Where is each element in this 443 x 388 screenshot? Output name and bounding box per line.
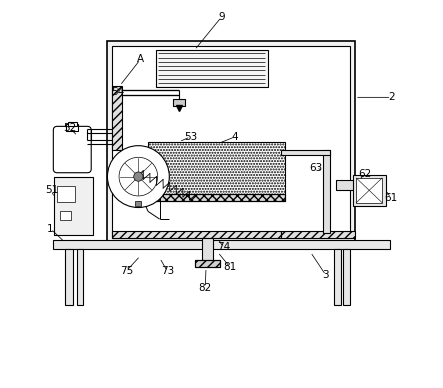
Bar xyxy=(66,125,78,132)
Text: 1: 1 xyxy=(47,224,54,234)
Bar xyxy=(356,178,382,203)
Text: A: A xyxy=(137,54,144,64)
Text: 52: 52 xyxy=(63,123,77,133)
Bar xyxy=(173,99,185,106)
Bar xyxy=(148,194,285,201)
Text: 3: 3 xyxy=(323,270,329,280)
Bar xyxy=(54,177,93,235)
Text: 82: 82 xyxy=(198,282,212,293)
Bar xyxy=(336,180,359,190)
Text: 81: 81 xyxy=(223,262,236,272)
FancyBboxPatch shape xyxy=(53,126,91,173)
Bar xyxy=(202,239,214,262)
Text: 4: 4 xyxy=(232,132,238,142)
Circle shape xyxy=(108,146,169,208)
Bar xyxy=(108,41,355,242)
Bar xyxy=(53,241,390,249)
Bar xyxy=(195,260,220,267)
Bar xyxy=(68,122,77,126)
Bar xyxy=(77,249,83,305)
Bar xyxy=(113,86,122,149)
Bar xyxy=(334,249,342,305)
Text: 54: 54 xyxy=(111,87,124,97)
Text: 73: 73 xyxy=(161,266,174,276)
Bar xyxy=(323,149,330,233)
Circle shape xyxy=(119,157,158,196)
Bar xyxy=(343,249,350,305)
Text: 74: 74 xyxy=(217,242,230,252)
Text: 2: 2 xyxy=(389,92,395,102)
Bar xyxy=(113,46,350,238)
Bar xyxy=(148,194,285,201)
Circle shape xyxy=(134,172,143,181)
Text: 62: 62 xyxy=(358,169,371,179)
Bar xyxy=(113,231,281,239)
Text: 61: 61 xyxy=(384,193,397,203)
Bar xyxy=(135,201,141,206)
Bar xyxy=(60,211,71,220)
Bar xyxy=(65,249,73,305)
Bar xyxy=(156,50,268,87)
Text: 53: 53 xyxy=(184,132,197,142)
Text: 75: 75 xyxy=(120,265,133,275)
Bar xyxy=(353,175,386,206)
Bar xyxy=(57,186,74,202)
Text: 51: 51 xyxy=(45,185,58,195)
Bar xyxy=(195,260,220,267)
Bar xyxy=(281,231,355,239)
Text: 63: 63 xyxy=(310,163,323,173)
Bar xyxy=(281,149,330,155)
Text: 9: 9 xyxy=(218,12,225,22)
Bar xyxy=(148,142,285,196)
